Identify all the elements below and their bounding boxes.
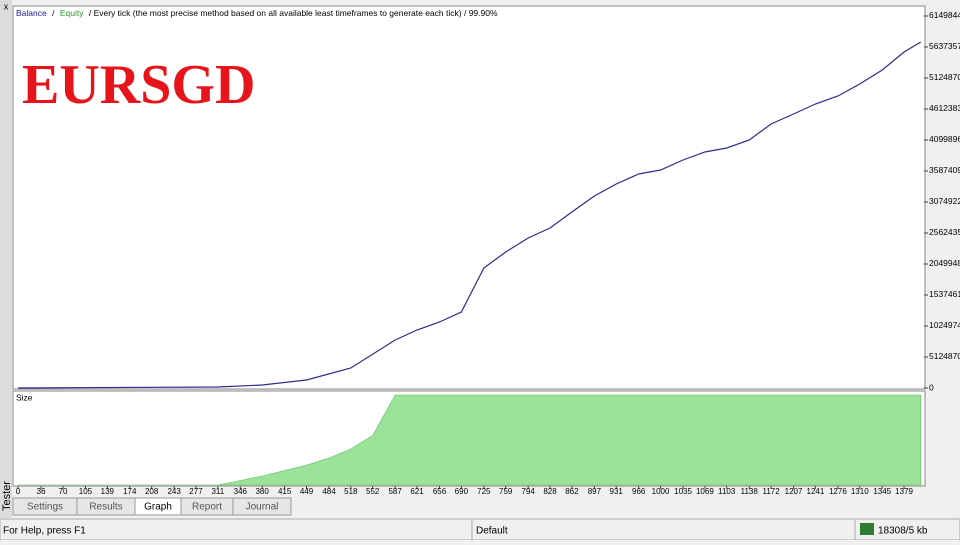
x-tick-label: 449: [300, 487, 314, 496]
legend-entry: Balance: [16, 8, 47, 18]
x-tick-label: 105: [79, 487, 93, 496]
x-tick-label: 587: [388, 487, 402, 496]
legend-entry: Equity: [60, 8, 84, 18]
x-tick-label: 1379: [895, 487, 913, 496]
x-tick-label: 346: [234, 487, 248, 496]
x-tick-label: 1035: [674, 487, 692, 496]
chart-area: [12, 5, 926, 390]
x-tick-label: 1172: [762, 487, 780, 496]
x-tick-label: 828: [543, 487, 557, 496]
x-tick-label: 690: [455, 487, 469, 496]
x-tick-label: 311: [211, 487, 224, 496]
x-tick-label: 656: [433, 487, 447, 496]
memory-icon: [860, 523, 874, 535]
size-label: Size: [16, 392, 33, 402]
x-tick-label: 518: [344, 487, 358, 496]
x-tick-label: 621: [410, 487, 424, 496]
balance-line: [17, 41, 922, 389]
size-area: [18, 394, 922, 486]
x-tick-label: 1138: [741, 487, 759, 496]
x-tick-label: 1276: [829, 487, 847, 496]
x-tick-label: 1345: [873, 487, 891, 496]
x-tick-label: 36: [37, 487, 46, 496]
watermark: EURSGD: [22, 54, 255, 116]
x-tick-label: 174: [123, 487, 137, 496]
x-tick-label: 725: [477, 487, 491, 496]
x-tick-label: 70: [59, 487, 68, 496]
x-tick-label: 897: [588, 487, 602, 496]
x-tick-label: 380: [255, 487, 269, 496]
y-tick-label: 61498447: [929, 10, 960, 20]
y-tick-label: 5124870: [929, 351, 960, 361]
x-tick-label: 966: [632, 487, 646, 496]
header: Balance / Equity / Every tick (the most …: [16, 8, 498, 18]
tab-label[interactable]: Journal: [246, 502, 279, 513]
x-tick-label: 208: [145, 487, 159, 496]
x-tick-label: 1103: [718, 487, 736, 496]
y-tick-label: 15374611: [929, 289, 960, 299]
tab[interactable]: [232, 497, 292, 516]
close-button[interactable]: x: [4, 1, 9, 11]
x-tick-label: 794: [522, 487, 536, 496]
y-tick-label: 0: [929, 382, 934, 392]
x-tick-label: 862: [565, 487, 579, 496]
x-tick-label: 931: [610, 487, 624, 496]
x-tick-label: 139: [101, 487, 115, 496]
tab-label[interactable]: Settings: [27, 502, 63, 513]
x-tick-label: 1207: [785, 487, 803, 496]
x-tick-label: 484: [322, 487, 336, 496]
description: / Every tick (the most precise method ba…: [89, 8, 498, 18]
status-profile: Default: [476, 526, 508, 537]
x-tick-label: 1069: [696, 487, 714, 496]
x-tick-label: 552: [366, 487, 380, 496]
side-bar: [0, 0, 12, 518]
tab-label[interactable]: Report: [192, 502, 222, 513]
tab-bar: Settings Results Graph Report Journal: [12, 497, 292, 516]
x-tick-label: 277: [189, 487, 203, 496]
x-tick-label: 0: [16, 487, 21, 496]
tab-label[interactable]: Graph: [144, 502, 172, 513]
status-help: For Help, press F1: [3, 526, 86, 537]
side-label: Tester: [1, 481, 13, 511]
x-tick-label: 759: [499, 487, 513, 496]
tab-label[interactable]: Results: [89, 502, 122, 513]
x-tick-label: 415: [278, 487, 292, 496]
x-tick-label: 1000: [652, 487, 670, 496]
legend-separator: /: [52, 8, 55, 18]
status-memory: 18308/5 kb: [878, 526, 928, 537]
x-tick-label: 1241: [807, 487, 825, 496]
x-tick-label: 1310: [851, 487, 869, 496]
x-tick-label: 243: [167, 487, 181, 496]
